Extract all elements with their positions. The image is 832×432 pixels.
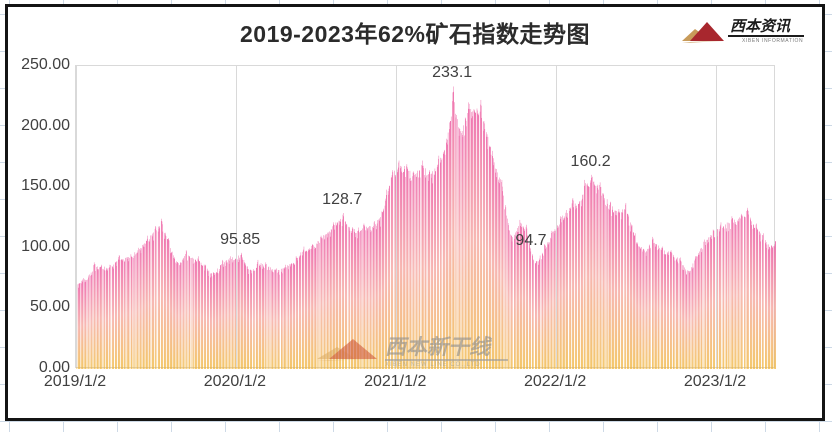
brand-logo: 西本资讯 XIBEN INFORMATION — [680, 19, 804, 50]
x-axis-label: 2020/1/2 — [203, 373, 267, 390]
data-point-label: 95.85 — [220, 230, 261, 248]
x-axis-label: 2021/1/2 — [364, 373, 427, 390]
data-point-label: 128.7 — [322, 191, 363, 208]
watermark-brand-name: 西本新干线 — [385, 337, 508, 361]
x-axis-label: 2019/1/2 — [43, 373, 107, 390]
watermark-brand-subtitle: XIBEN NEW LINE CO.,LTD — [385, 362, 481, 368]
vertical-gridline — [396, 66, 398, 367]
mountain-icon — [680, 19, 724, 50]
vertical-gridline — [76, 66, 77, 367]
watermark-mountain-icon — [315, 335, 379, 368]
watermark: 西本新干线 XIBEN NEW LINE CO.,LTD — [315, 335, 508, 368]
y-axis-label: 0.00 — [38, 359, 70, 376]
watermark-text: 西本新干线 XIBEN NEW LINE CO.,LTD — [385, 337, 508, 368]
y-axis-label: 200.00 — [21, 116, 70, 134]
y-axis-label: 50.00 — [29, 298, 70, 316]
data-point-label: 160.2 — [570, 152, 611, 170]
brand-text: 西本资讯 XIBEN INFORMATION — [727, 19, 804, 44]
chart-frame[interactable]: 2019-2023年62%矿石指数走势图 西本资讯 XIBEN INFORMAT… — [5, 4, 825, 421]
y-axis-label: 100.00 — [21, 237, 70, 255]
brand-name: 西本资讯 — [727, 19, 804, 37]
data-point-label: 94.7 — [515, 232, 547, 250]
y-axis-label: 150.00 — [21, 177, 70, 195]
x-axis-label: 2022/1/2 — [523, 373, 587, 390]
vertical-gridline — [556, 66, 558, 367]
y-axis-label: 250.00 — [21, 56, 70, 73]
plot-area — [75, 65, 776, 369]
data-point-label: 233.1 — [432, 64, 473, 82]
x-axis-label: 2023/1/2 — [683, 373, 747, 390]
bars-canvas — [76, 66, 776, 369]
vertical-gridline — [235, 66, 237, 367]
chart-title: 2019-2023年62%矿石指数走势图 — [239, 21, 591, 47]
vertical-gridline — [715, 66, 717, 367]
brand-subtitle: XIBEN INFORMATION — [741, 38, 804, 44]
